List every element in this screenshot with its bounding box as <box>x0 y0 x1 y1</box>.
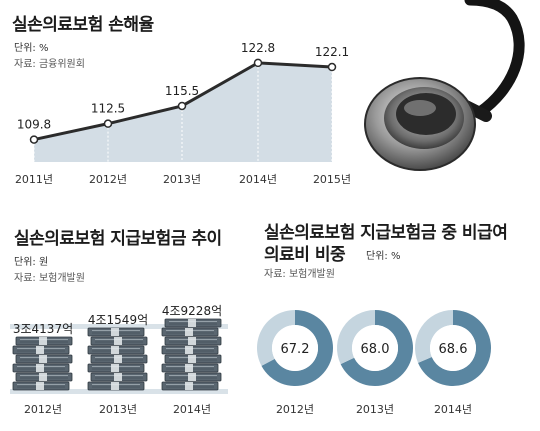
noncovered-title-line2: 의료비 비중 <box>264 245 346 265</box>
noncovered-rest-slice <box>257 310 295 366</box>
noncovered-rest-slice <box>337 310 375 365</box>
noncovered-x-tick: 2014년 <box>434 403 472 416</box>
noncovered-value-label: 68.0 <box>361 342 390 357</box>
loss-ratio-point <box>253 58 263 68</box>
payout-x-tick: 2013년 <box>99 403 137 416</box>
noncovered-chart: 67.2 68.0 68.6 2012년 2013년 2014년 <box>257 310 491 416</box>
loss-ratio-x-tick: 2011년 <box>15 173 53 186</box>
noncovered-share-slice <box>340 310 413 386</box>
loss-ratio-area <box>34 62 332 162</box>
noncovered-share-slice <box>261 310 333 386</box>
noncovered-source: 자료: 보험개발원 <box>264 269 335 280</box>
loss-ratio-x-tick: 2013년 <box>163 173 201 186</box>
noncovered-value-label: 68.6 <box>439 342 468 357</box>
loss-ratio-title: 실손의료보험 손해율 <box>12 15 154 35</box>
loss-ratio-value-label: 112.5 <box>91 102 125 116</box>
payout-stack <box>12 336 73 391</box>
payout-source: 자료: 보험개발원 <box>14 273 85 284</box>
loss-ratio-point <box>29 135 39 144</box>
payout-chart: 3조4137억 4조1549억 4조9228억 2012년 2013년 2014년 <box>10 304 228 416</box>
noncovered-donut-hole <box>352 325 398 371</box>
payout-value-label: 4조1549억 <box>88 313 148 327</box>
loss-ratio-x-tick: 2014년 <box>239 173 277 186</box>
loss-ratio-value-label: 109.8 <box>17 118 51 132</box>
payout-title: 실손의료보험 지급보험금 추이 <box>14 229 222 249</box>
noncovered-value-label: 67.2 <box>281 342 310 357</box>
payout-stack <box>161 318 222 391</box>
stethoscope-icon <box>364 0 525 171</box>
payout-band <box>10 324 228 329</box>
loss-ratio-x-tick: 2012년 <box>89 173 127 186</box>
loss-ratio-point <box>177 101 187 111</box>
loss-ratio-point <box>327 62 337 72</box>
noncovered-x-tick: 2013년 <box>356 403 394 416</box>
noncovered-unit: 단위: % <box>366 251 401 262</box>
noncovered-donut-hole <box>430 325 476 371</box>
noncovered-share-slice <box>418 310 491 386</box>
loss-ratio-x-tick: 2015년 <box>313 173 351 186</box>
payout-value-label: 3조4137억 <box>13 322 73 336</box>
loss-ratio-unit: 단위: % <box>14 43 49 54</box>
payout-stack <box>87 327 148 391</box>
noncovered-rest-slice <box>415 310 453 363</box>
noncovered-title-line1: 실손의료보험 지급보험금 중 비급여 <box>264 223 508 243</box>
loss-ratio-value-label: 122.8 <box>241 41 275 55</box>
loss-ratio-chart: 109.8 112.5 115.5 122.8 122.1 2011년 2012년 2013… <box>15 41 351 186</box>
loss-ratio-value-label: 115.5 <box>165 84 199 98</box>
loss-ratio-value-label: 122.1 <box>315 45 349 59</box>
payout-unit: 단위: 원 <box>14 257 49 268</box>
payout-band <box>10 389 228 394</box>
payout-x-tick: 2012년 <box>24 403 62 416</box>
loss-ratio-point <box>103 119 113 128</box>
noncovered-x-tick: 2012년 <box>276 403 314 416</box>
payout-value-label: 4조9228억 <box>162 304 222 318</box>
payout-x-tick: 2014년 <box>173 403 211 416</box>
loss-ratio-source: 자료: 금융위원회 <box>14 59 85 70</box>
noncovered-donut-hole <box>272 325 318 371</box>
